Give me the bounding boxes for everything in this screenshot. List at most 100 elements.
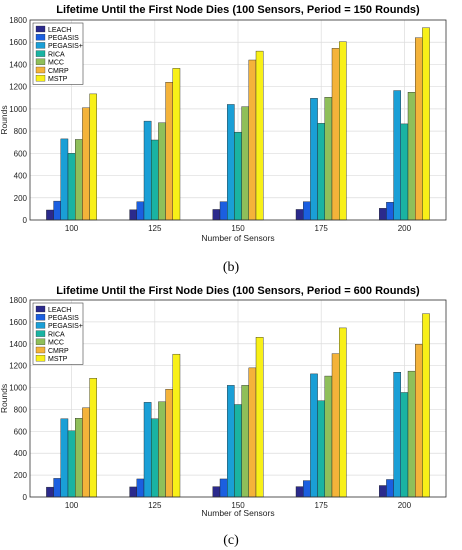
bar-mstp-150 [255, 337, 264, 498]
bar-rica-125 [150, 139, 159, 221]
x-axis-label: Number of Sensors [201, 508, 274, 518]
bar-rica-150 [234, 404, 242, 498]
x-tick-label: 125 [148, 501, 162, 510]
y-tick-label: 0 [23, 493, 28, 502]
x-tick-label: 150 [231, 501, 245, 510]
bar-pegasis-plus-200 [393, 90, 402, 221]
bar-leach-200 [379, 208, 387, 221]
legend-swatch [35, 330, 46, 337]
legend-swatch [35, 305, 46, 313]
legend-label: PEGASIS [48, 35, 79, 42]
bar-cmrp-175 [331, 353, 340, 498]
x-tick-label: 175 [315, 224, 329, 233]
figure-caption: (c) [223, 533, 239, 548]
legend-swatch [35, 25, 46, 33]
bar-pegasis-125 [136, 478, 145, 498]
y-axis-label: Rounds [0, 105, 9, 134]
y-tick-label: 0 [23, 216, 28, 225]
legend-label: MSTP [48, 356, 68, 363]
bar-rica-125 [150, 418, 159, 498]
bar-rica-200 [400, 123, 409, 221]
bar-leach-125 [129, 209, 138, 221]
legend-label: PEGASIS [48, 315, 79, 322]
bar-cmrp-100 [82, 107, 90, 221]
legend-label: MCC [48, 340, 64, 347]
legend-label: MSTP [48, 76, 68, 83]
bar-leach-175 [295, 209, 304, 221]
bar-cmrp-100 [82, 407, 90, 498]
bar-mstp-125 [172, 353, 181, 498]
legend-swatch [35, 75, 46, 82]
bar-pegasis-200 [386, 202, 394, 221]
bar-pegasis-175 [303, 480, 311, 498]
bar-pegasis-plus-150 [226, 104, 235, 221]
bar-mstp-200 [422, 313, 430, 498]
x-tick-label: 100 [65, 501, 79, 510]
bar-mcc-150 [241, 106, 250, 221]
legend-swatch [35, 58, 46, 65]
y-tick-label: 1200 [9, 83, 27, 92]
bar-pegasis-100 [53, 478, 61, 498]
legend-swatch [35, 346, 46, 354]
axes-frame [29, 299, 447, 498]
bar-pegasis-plus-100 [60, 418, 69, 498]
bar-pegasis-plus-175 [310, 373, 318, 498]
bar-pegasis-150 [219, 478, 228, 498]
y-tick-label: 600 [14, 149, 28, 158]
bar-mcc-100 [74, 418, 83, 498]
y-tick-label: 1400 [9, 60, 27, 69]
legend-swatch [35, 66, 46, 74]
bar-mstp-175 [339, 327, 347, 498]
legend-label: PEGASIS+ [48, 43, 83, 50]
bar-pegasis-plus-125 [143, 120, 152, 221]
bar-mstp-125 [172, 68, 181, 221]
legend-label: RICA [48, 51, 65, 58]
bar-rica-175 [317, 400, 326, 498]
bar-mcc-200 [407, 92, 416, 221]
legend-swatch [35, 322, 46, 329]
bar-rica-100 [67, 153, 76, 221]
bar-leach-150 [212, 209, 221, 221]
legend-swatch [35, 42, 46, 49]
legend-swatch [35, 355, 46, 362]
figure-caption: (b) [223, 260, 240, 275]
bar-rica-100 [67, 430, 76, 498]
bar-pegasis-plus-100 [60, 138, 69, 221]
chart-c: 0 200 400 600 800 1000 1200 1400 1600 1800 100 125 1… [0, 285, 447, 548]
y-axis-label: Rounds [0, 384, 9, 413]
legend-label: RICA [48, 331, 65, 338]
legend-swatch [35, 50, 46, 57]
legend-label: CMRP [48, 68, 69, 75]
x-tick-label: 150 [231, 224, 245, 233]
bar-pegasis-plus-150 [226, 385, 235, 498]
bar-mcc-175 [324, 375, 333, 498]
x-tick-label: 100 [65, 224, 79, 233]
bar-rica-150 [234, 132, 242, 221]
bar-pegasis-plus-175 [310, 98, 318, 221]
y-tick-label: 1000 [9, 105, 27, 114]
bar-mcc-100 [74, 139, 83, 221]
bar-mstp-200 [422, 27, 430, 221]
legend-label: CMRP [48, 348, 69, 355]
bar-cmrp-175 [331, 48, 340, 221]
y-tick-label: 1400 [9, 340, 27, 349]
bar-rica-200 [400, 392, 409, 498]
bar-pegasis-100 [53, 200, 61, 221]
bar-mstp-175 [339, 41, 347, 221]
bar-leach-150 [212, 486, 221, 498]
bar-pegasis-150 [219, 201, 228, 221]
bar-mstp-100 [89, 378, 97, 498]
y-tick-label: 1600 [9, 318, 27, 327]
legend-label: LEACH [48, 307, 71, 314]
x-tick-label: 125 [148, 224, 162, 233]
bar-pegasis-175 [303, 201, 311, 221]
y-tick-label: 1800 [9, 16, 27, 25]
y-tick-label: 800 [14, 127, 28, 136]
y-tick-label: 1800 [9, 296, 27, 305]
bar-mcc-150 [241, 385, 250, 498]
x-axis-label: Number of Sensors [201, 233, 274, 243]
y-tick-label: 200 [14, 471, 28, 480]
bar-cmrp-150 [248, 59, 257, 221]
bar-leach-100 [46, 209, 54, 221]
